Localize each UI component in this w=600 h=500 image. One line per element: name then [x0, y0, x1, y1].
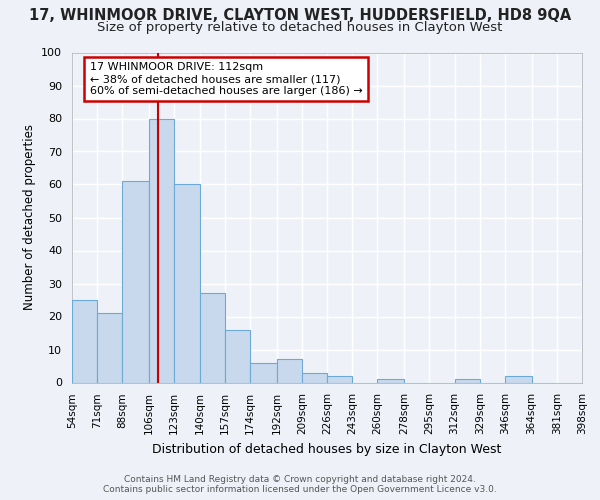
- Bar: [225, 330, 250, 382]
- Bar: [72, 300, 97, 382]
- Bar: [199, 294, 225, 382]
- Bar: [302, 372, 327, 382]
- Bar: [377, 379, 404, 382]
- Bar: [505, 376, 532, 382]
- Text: Size of property relative to detached houses in Clayton West: Size of property relative to detached ho…: [97, 21, 503, 34]
- X-axis label: Distribution of detached houses by size in Clayton West: Distribution of detached houses by size …: [152, 442, 502, 456]
- Bar: [97, 313, 122, 382]
- Bar: [277, 360, 302, 382]
- Bar: [327, 376, 352, 382]
- Text: 17, WHINMOOR DRIVE, CLAYTON WEST, HUDDERSFIELD, HD8 9QA: 17, WHINMOOR DRIVE, CLAYTON WEST, HUDDER…: [29, 8, 571, 22]
- Text: 17 WHINMOOR DRIVE: 112sqm
← 38% of detached houses are smaller (117)
60% of semi: 17 WHINMOOR DRIVE: 112sqm ← 38% of detac…: [90, 62, 362, 96]
- Bar: [455, 379, 480, 382]
- Bar: [250, 362, 277, 382]
- Y-axis label: Number of detached properties: Number of detached properties: [23, 124, 36, 310]
- Bar: [149, 118, 174, 382]
- Bar: [122, 181, 149, 382]
- Bar: [174, 184, 199, 382]
- Text: Contains HM Land Registry data © Crown copyright and database right 2024.
Contai: Contains HM Land Registry data © Crown c…: [103, 474, 497, 494]
